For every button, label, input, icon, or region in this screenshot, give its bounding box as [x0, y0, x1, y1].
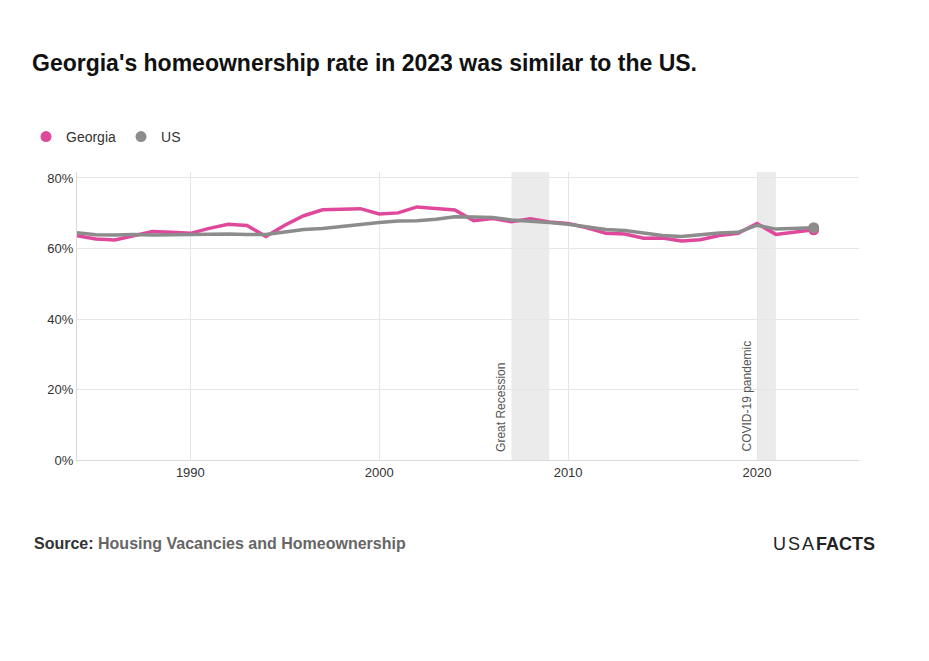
svg-text:Great Recession: Great Recession [494, 363, 508, 452]
svg-text:0%: 0% [55, 453, 74, 468]
svg-text:80%: 80% [47, 171, 73, 186]
svg-text:COVID-19 pandemic: COVID-19 pandemic [740, 341, 754, 452]
svg-text:Georgia: Georgia [66, 129, 116, 145]
svg-text:Georgia's homeownership rate i: Georgia's homeownership rate in 2023 was… [32, 50, 697, 76]
svg-text:20%: 20% [47, 382, 73, 397]
svg-text:2000: 2000 [365, 465, 394, 480]
svg-text:40%: 40% [47, 312, 73, 327]
svg-text:1990: 1990 [176, 465, 205, 480]
svg-text:60%: 60% [47, 241, 73, 256]
svg-text:USAFACTS: USAFACTS [773, 534, 875, 554]
svg-text:Source: Housing Vacancies and: Source: Housing Vacancies and Homeowners… [34, 535, 406, 552]
svg-text:2020: 2020 [743, 465, 772, 480]
svg-text:US: US [161, 129, 180, 145]
svg-text:2010: 2010 [554, 465, 583, 480]
